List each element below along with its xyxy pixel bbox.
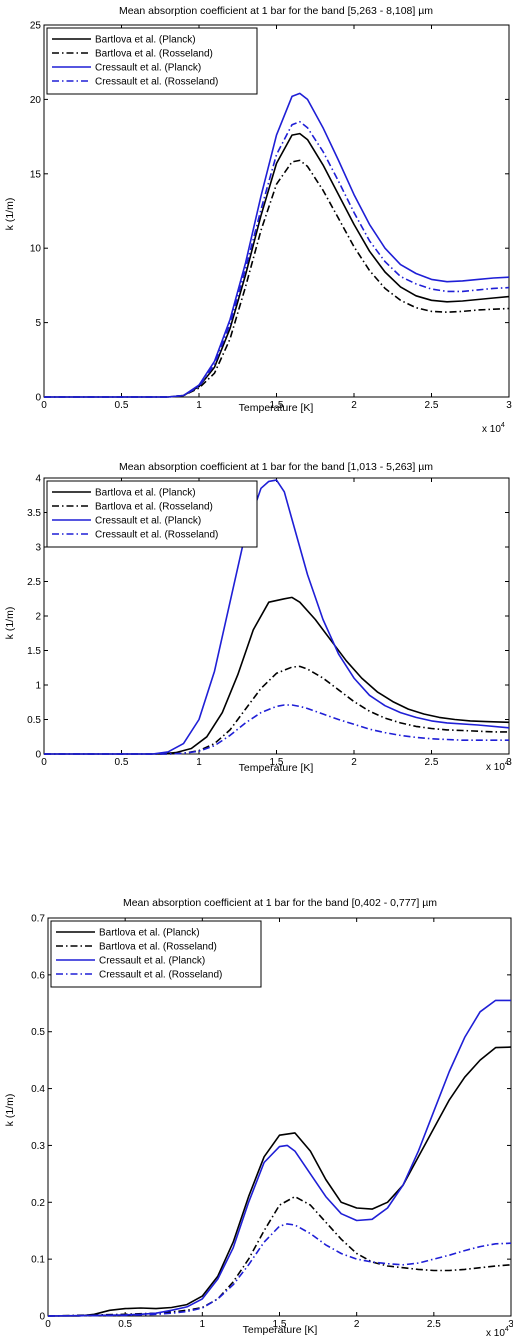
x-multiplier-exponent: 4: [501, 422, 505, 429]
y-tick-label: 5: [35, 318, 41, 329]
y-tick-label: 0: [35, 393, 41, 404]
x-tick-label: 3: [506, 400, 512, 411]
x-multiplier-exponent: 4: [505, 1326, 509, 1333]
chart-panel-2: Mean absorption coefficient at 1 bar for…: [0, 448, 513, 888]
x-tick-label: 3: [508, 1319, 513, 1330]
x-multiplier-base: x 10: [486, 1328, 505, 1338]
x-tick-label: 1.5: [273, 1319, 287, 1330]
legend-label: Bartlova et al. (Rosseland): [95, 49, 213, 60]
x-multiplier: x 104: [486, 1326, 509, 1338]
chart-1: Mean absorption coefficient at 1 bar for…: [4, 5, 512, 435]
y-tick-label: 15: [30, 169, 42, 180]
series-line: [44, 704, 509, 755]
legend-label: Cressault et al. (Rosseland): [99, 970, 222, 981]
x-multiplier-base: x 10: [482, 424, 501, 435]
legend-label: Bartlova et al. (Planck): [95, 488, 196, 499]
y-axis-label: k (1/m): [4, 1094, 16, 1127]
y-tick-label: 0.4: [31, 1084, 45, 1095]
x-multiplier: x 104: [482, 422, 505, 435]
y-tick-label: 0.2: [31, 1198, 45, 1209]
x-tick-label: 0.5: [115, 400, 129, 411]
x-tick-label: 2.5: [427, 1319, 441, 1330]
y-tick-label: 0: [35, 750, 41, 761]
y-tick-label: 3: [35, 543, 41, 554]
legend-label: Cressault et al. (Planck): [95, 63, 201, 74]
x-tick-label: 0.5: [118, 1319, 132, 1330]
y-tick-label: 2.5: [27, 577, 41, 588]
legend-label: Cressault et al. (Planck): [95, 516, 201, 527]
x-tick-label: 2: [354, 1319, 360, 1330]
x-tick-label: 1: [200, 1319, 206, 1330]
series-line: [47, 999, 511, 1317]
x-tick-label: 1.5: [270, 757, 284, 768]
series-line: [44, 120, 510, 398]
y-tick-label: 0.3: [31, 1141, 45, 1152]
x-tick-label: 1: [196, 757, 202, 768]
series-line: [44, 159, 510, 398]
x-tick-label: 0: [45, 1319, 51, 1330]
chart-2: Mean absorption coefficient at 1 bar for…: [4, 461, 512, 774]
x-tick-label: 2.5: [425, 400, 439, 411]
chart-3: Mean absorption coefficient at 1 bar for…: [4, 897, 513, 1339]
x-axis-label: Temperature [K]: [239, 762, 314, 774]
x-tick-label: 1: [196, 400, 202, 411]
y-tick-label: 0.6: [31, 970, 45, 981]
y-tick-label: 0.7: [31, 914, 45, 925]
x-tick-label: 2: [351, 757, 357, 768]
legend-label: Bartlova et al. (Planck): [95, 35, 196, 46]
legend-label: Bartlova et al. (Rosseland): [95, 502, 213, 513]
x-tick-label: 0: [41, 757, 47, 768]
legend-label: Bartlova et al. (Planck): [99, 928, 200, 939]
x-tick-label: 0: [41, 400, 47, 411]
legend-label: Cressault et al. (Planck): [99, 956, 205, 967]
chart-title: Mean absorption coefficient at 1 bar for…: [119, 461, 433, 473]
y-tick-label: 20: [30, 95, 42, 106]
y-tick-label: 1: [35, 681, 41, 692]
x-tick-label: 0.5: [115, 757, 129, 768]
x-axis-label: Temperature [K]: [243, 1324, 318, 1336]
y-tick-label: 0.5: [31, 1027, 45, 1038]
x-tick-label: 3: [506, 757, 512, 768]
y-tick-label: 0.1: [31, 1255, 45, 1266]
y-tick-label: 2: [35, 612, 41, 623]
y-tick-label: 1.5: [27, 646, 41, 657]
y-tick-label: 25: [30, 21, 42, 32]
y-axis-label: k (1/m): [4, 607, 16, 640]
series-line: [44, 92, 510, 398]
x-axis-label: Temperature [K]: [239, 402, 314, 414]
legend-label: Bartlova et al. (Rosseland): [99, 942, 217, 953]
chart-title: Mean absorption coefficient at 1 bar for…: [123, 897, 437, 909]
series-line: [44, 596, 510, 755]
x-multiplier: x 104: [486, 760, 509, 773]
chart-panel-3: Mean absorption coefficient at 1 bar for…: [0, 888, 513, 1339]
x-tick-label: 2.5: [425, 757, 439, 768]
legend-label: Cressault et al. (Rosseland): [95, 530, 218, 541]
series-line: [44, 479, 510, 755]
chart-title: Mean absorption coefficient at 1 bar for…: [119, 5, 433, 17]
series-line: [44, 665, 509, 755]
x-tick-label: 1.5: [270, 400, 284, 411]
y-tick-label: 10: [30, 244, 42, 255]
x-multiplier-base: x 10: [486, 762, 505, 773]
x-multiplier-exponent: 4: [505, 760, 509, 767]
series-line: [47, 1195, 512, 1317]
chart-panel-1: Mean absorption coefficient at 1 bar for…: [0, 0, 513, 440]
y-tick-label: 4: [35, 474, 41, 485]
y-axis-label: k (1/m): [4, 198, 16, 231]
y-tick-label: 0.5: [27, 715, 41, 726]
series-line: [44, 132, 510, 398]
y-tick-label: 3.5: [27, 508, 41, 519]
x-tick-label: 2: [351, 400, 357, 411]
series-line: [48, 1046, 512, 1317]
y-tick-label: 0: [39, 1312, 45, 1323]
legend-label: Cressault et al. (Rosseland): [95, 77, 218, 88]
